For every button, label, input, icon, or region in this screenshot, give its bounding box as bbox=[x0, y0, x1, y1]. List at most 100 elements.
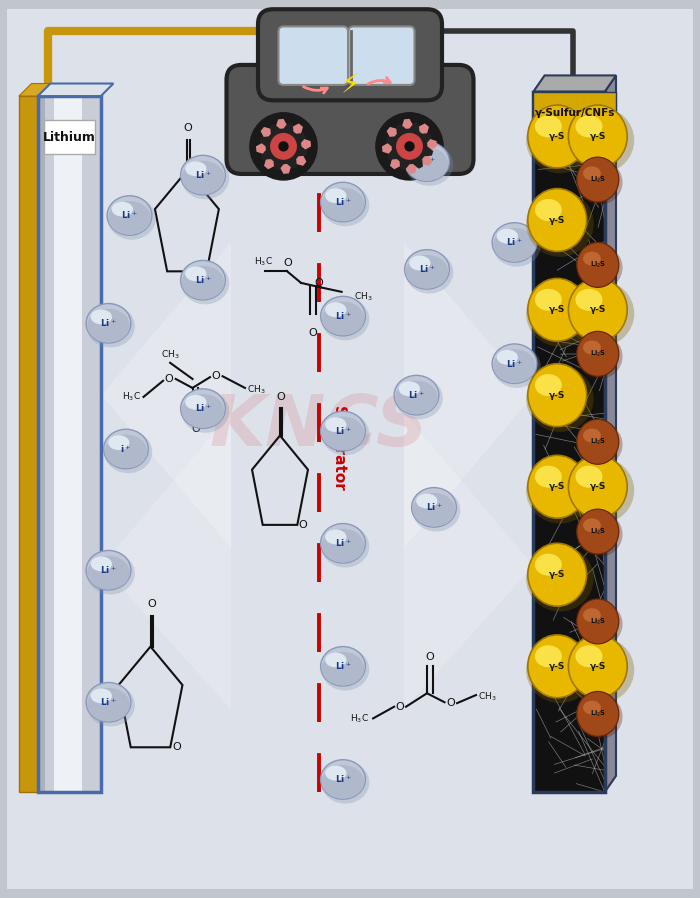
Text: Li$^+$: Li$^+$ bbox=[335, 537, 351, 550]
Ellipse shape bbox=[87, 305, 135, 348]
Ellipse shape bbox=[583, 251, 601, 266]
Ellipse shape bbox=[526, 107, 594, 173]
Text: O: O bbox=[299, 520, 307, 530]
Text: Li$^+$: Li$^+$ bbox=[419, 263, 435, 276]
Ellipse shape bbox=[413, 493, 455, 526]
Text: CH$_3$: CH$_3$ bbox=[161, 348, 179, 361]
FancyBboxPatch shape bbox=[258, 9, 442, 101]
Ellipse shape bbox=[326, 653, 346, 667]
Ellipse shape bbox=[535, 374, 562, 396]
Ellipse shape bbox=[566, 280, 634, 347]
Ellipse shape bbox=[321, 411, 365, 451]
Ellipse shape bbox=[186, 162, 206, 176]
Bar bbox=[533, 92, 605, 792]
Ellipse shape bbox=[493, 224, 541, 267]
Ellipse shape bbox=[108, 198, 156, 240]
Ellipse shape bbox=[577, 599, 619, 644]
Text: H$_3$C: H$_3$C bbox=[350, 712, 369, 725]
Ellipse shape bbox=[321, 296, 365, 336]
Ellipse shape bbox=[112, 202, 133, 216]
Ellipse shape bbox=[326, 418, 346, 432]
Ellipse shape bbox=[321, 648, 370, 691]
Text: γ-S: γ-S bbox=[549, 662, 566, 671]
Text: Li$_2$S: Li$_2$S bbox=[590, 348, 606, 359]
Ellipse shape bbox=[322, 302, 364, 335]
Ellipse shape bbox=[186, 267, 206, 281]
Text: CH$_3$: CH$_3$ bbox=[478, 691, 497, 703]
Ellipse shape bbox=[576, 334, 622, 379]
Ellipse shape bbox=[91, 689, 112, 703]
Text: O: O bbox=[184, 123, 192, 133]
Ellipse shape bbox=[566, 457, 634, 524]
Circle shape bbox=[250, 113, 317, 180]
Text: Li$_2$S: Li$_2$S bbox=[590, 260, 606, 270]
Ellipse shape bbox=[104, 431, 153, 473]
Ellipse shape bbox=[108, 436, 130, 450]
Ellipse shape bbox=[528, 455, 587, 518]
Ellipse shape bbox=[321, 413, 370, 455]
Ellipse shape bbox=[526, 637, 594, 703]
Ellipse shape bbox=[321, 298, 370, 340]
Polygon shape bbox=[38, 84, 113, 96]
Text: Li$^+$: Li$^+$ bbox=[335, 310, 351, 322]
Ellipse shape bbox=[526, 190, 594, 257]
FancyBboxPatch shape bbox=[349, 26, 414, 85]
Text: γ-Sulfur/CNFs: γ-Sulfur/CNFs bbox=[535, 108, 615, 119]
Text: γ-S: γ-S bbox=[549, 132, 566, 141]
FancyBboxPatch shape bbox=[227, 65, 473, 174]
Ellipse shape bbox=[528, 105, 587, 168]
Text: γ-S: γ-S bbox=[549, 391, 566, 400]
FancyBboxPatch shape bbox=[44, 120, 94, 154]
Ellipse shape bbox=[526, 365, 594, 432]
Ellipse shape bbox=[322, 765, 364, 798]
Bar bbox=[53, 96, 82, 792]
Ellipse shape bbox=[88, 556, 130, 589]
Text: O: O bbox=[209, 267, 217, 277]
Ellipse shape bbox=[568, 635, 627, 698]
Text: Li$_2$S: Li$_2$S bbox=[590, 174, 606, 185]
Ellipse shape bbox=[566, 107, 634, 173]
Ellipse shape bbox=[492, 344, 537, 383]
Text: O: O bbox=[164, 374, 174, 384]
Text: O: O bbox=[191, 424, 200, 434]
Bar bbox=[38, 96, 101, 792]
Text: i$^+$: i$^+$ bbox=[120, 443, 132, 455]
Ellipse shape bbox=[181, 391, 230, 433]
Ellipse shape bbox=[535, 289, 562, 311]
Ellipse shape bbox=[181, 260, 225, 300]
Ellipse shape bbox=[528, 364, 587, 427]
Ellipse shape bbox=[583, 428, 601, 443]
Text: Li$^+$: Li$^+$ bbox=[100, 696, 117, 709]
Ellipse shape bbox=[88, 309, 130, 342]
Text: Li$^+$: Li$^+$ bbox=[408, 389, 425, 401]
Ellipse shape bbox=[88, 688, 130, 721]
Ellipse shape bbox=[321, 524, 365, 563]
Text: γ-S: γ-S bbox=[549, 305, 566, 314]
Circle shape bbox=[376, 113, 443, 180]
Ellipse shape bbox=[568, 278, 627, 341]
Ellipse shape bbox=[182, 394, 224, 427]
Text: CH$_3$: CH$_3$ bbox=[354, 290, 373, 303]
Ellipse shape bbox=[494, 349, 536, 383]
Ellipse shape bbox=[535, 199, 562, 221]
Ellipse shape bbox=[395, 381, 438, 414]
Text: O: O bbox=[309, 328, 317, 338]
Ellipse shape bbox=[526, 280, 594, 347]
Ellipse shape bbox=[575, 646, 603, 667]
Ellipse shape bbox=[575, 466, 603, 488]
Ellipse shape bbox=[406, 147, 448, 180]
Ellipse shape bbox=[105, 435, 147, 468]
Ellipse shape bbox=[87, 684, 135, 726]
Ellipse shape bbox=[321, 182, 365, 222]
Text: γ-S: γ-S bbox=[549, 216, 566, 224]
Ellipse shape bbox=[577, 419, 619, 464]
Circle shape bbox=[271, 134, 296, 159]
Text: Li$^+$: Li$^+$ bbox=[195, 169, 211, 181]
Text: Li$_2$S: Li$_2$S bbox=[590, 526, 606, 537]
Text: O: O bbox=[148, 599, 156, 609]
Text: Li$^+$: Li$^+$ bbox=[506, 357, 523, 370]
Text: H$_3$C: H$_3$C bbox=[122, 391, 141, 403]
Text: Li$^+$: Li$^+$ bbox=[335, 660, 351, 673]
Ellipse shape bbox=[526, 457, 594, 524]
Ellipse shape bbox=[583, 166, 601, 180]
